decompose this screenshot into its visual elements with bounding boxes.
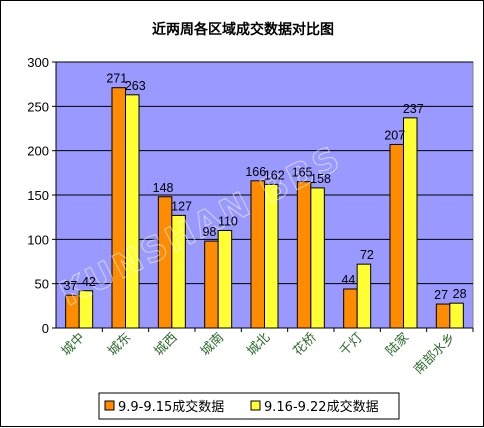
bar-1-千灯: [343, 288, 358, 329]
data-label: 42: [82, 275, 96, 289]
category-label: 陆家: [383, 330, 413, 360]
legend-label: 9.9-9.15成交数据: [118, 399, 224, 415]
category-label: 城中: [59, 330, 88, 359]
y-tick-label: 250: [27, 99, 49, 114]
bar-1-城南: [204, 240, 219, 329]
bar-2-陆家: [403, 117, 418, 329]
bar-2-南部水乡: [449, 302, 464, 329]
bars: [65, 87, 464, 329]
y-tick-label: 0: [42, 321, 49, 336]
data-label: 27: [434, 288, 448, 302]
y-axis: 0 50 100 150 200 250 300: [27, 55, 57, 336]
data-label: 148: [153, 181, 174, 195]
data-label: 28: [453, 287, 467, 301]
data-label: 98: [202, 225, 216, 239]
bar-2-花桥: [310, 187, 325, 329]
legend-swatch: [104, 400, 115, 411]
bar-2-千灯: [356, 263, 372, 329]
data-label: 158: [310, 172, 331, 186]
legend-swatch: [250, 400, 261, 411]
data-label: 127: [171, 199, 192, 213]
data-label: 207: [384, 128, 405, 142]
data-label: 162: [264, 168, 285, 182]
data-label: 263: [125, 79, 146, 93]
data-label: 166: [245, 165, 266, 179]
data-label: 37: [63, 279, 77, 293]
bar-1-陆家: [389, 143, 404, 329]
y-tick-label: 100: [27, 232, 49, 247]
y-tick-label: 300: [27, 55, 49, 70]
data-label: 237: [403, 102, 424, 116]
bar-2-城东: [125, 94, 140, 329]
category-label: 南部水乡: [411, 330, 459, 378]
data-label: 271: [106, 72, 127, 86]
bar-2-城南: [217, 229, 233, 329]
bar-1-南部水乡: [435, 303, 451, 329]
category-label: 城东: [105, 330, 134, 359]
legend: 9.9-9.15成交数据 9.16-9.22成交数据: [98, 392, 400, 420]
category-label: 城西: [152, 330, 181, 359]
chart-title: 近两周各区域成交数据对比图: [152, 21, 334, 38]
legend-label: 9.16-9.22成交数据: [264, 399, 379, 415]
data-label: 110: [218, 214, 238, 228]
data-label: 72: [360, 248, 374, 262]
y-tick-label: 150: [27, 188, 49, 203]
bar-1-花桥: [296, 181, 312, 329]
y-tick-label: 50: [35, 277, 49, 292]
category-label: 城南: [197, 330, 227, 360]
data-label: 165: [292, 166, 313, 180]
category-label: 城北: [244, 330, 273, 359]
category-label: 花桥: [290, 330, 320, 360]
legend-box: [98, 392, 400, 420]
category-label: 千灯: [337, 330, 366, 359]
y-tick-label: 200: [27, 144, 49, 159]
data-label: 44: [341, 273, 355, 287]
